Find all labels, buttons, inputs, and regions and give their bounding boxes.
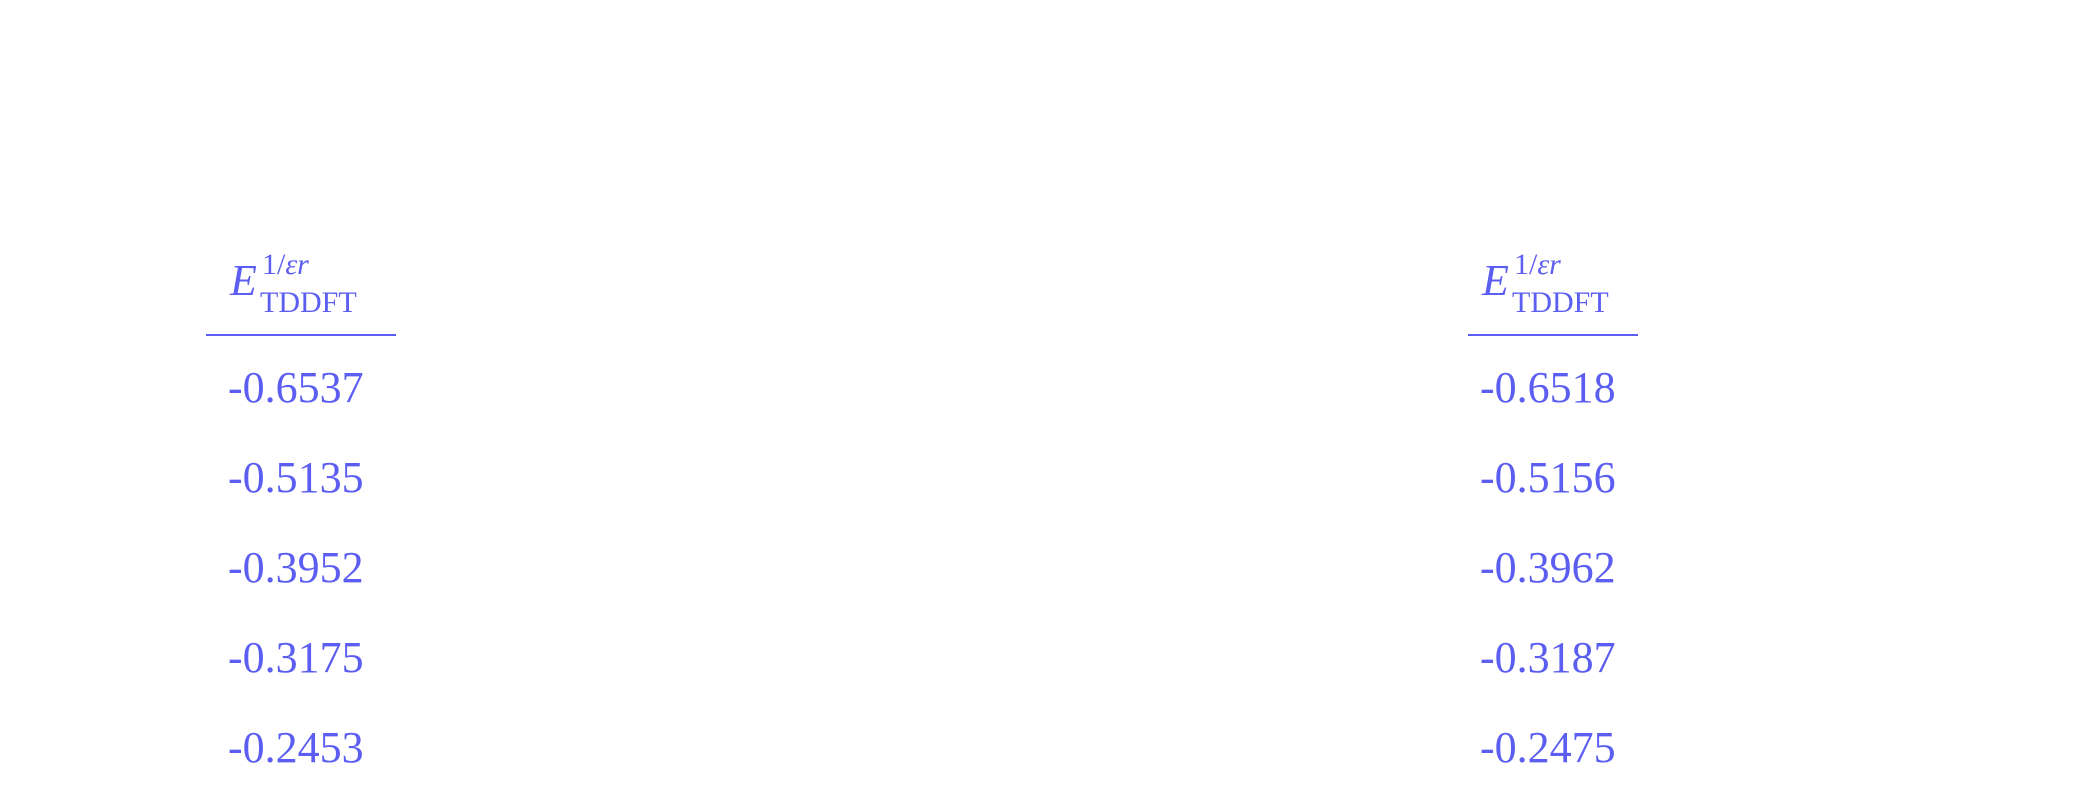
- table-cell: -0.6537: [228, 363, 364, 412]
- header-superscript: 1/εr: [262, 248, 309, 281]
- value-list: -0.6518 -0.5156 -0.3962 -0.3187 -0.2475: [1468, 336, 1638, 786]
- header-subscript: TDDFT: [260, 286, 357, 319]
- table-column-left: E 1/εr TDDFT -0.6537 -0.5135 -0.3952 -0.…: [206, 248, 396, 786]
- table-cell: -0.5135: [228, 453, 364, 502]
- column-header: E 1/εr TDDFT: [206, 248, 396, 336]
- table-cell: -0.2475: [1480, 723, 1616, 772]
- header-superscript: 1/εr: [1514, 248, 1561, 281]
- header-symbol: E: [230, 256, 257, 305]
- table-cell: -0.3952: [228, 543, 364, 592]
- table-cell: -0.3175: [228, 633, 364, 682]
- table-cell: -0.5156: [1480, 453, 1616, 502]
- header-subscript: TDDFT: [1512, 286, 1609, 319]
- table-cell: -0.3187: [1480, 633, 1616, 682]
- table-cell: -0.6518: [1480, 363, 1616, 412]
- table-cell: -0.3962: [1480, 543, 1616, 592]
- column-header: E 1/εr TDDFT: [1468, 248, 1638, 336]
- header-symbol: E: [1482, 256, 1509, 305]
- table-column-right: E 1/εr TDDFT -0.6518 -0.5156 -0.3962 -0.…: [1468, 248, 1638, 786]
- value-list: -0.6537 -0.5135 -0.3952 -0.3175 -0.2453: [206, 336, 396, 786]
- table-cell: -0.2453: [228, 723, 364, 772]
